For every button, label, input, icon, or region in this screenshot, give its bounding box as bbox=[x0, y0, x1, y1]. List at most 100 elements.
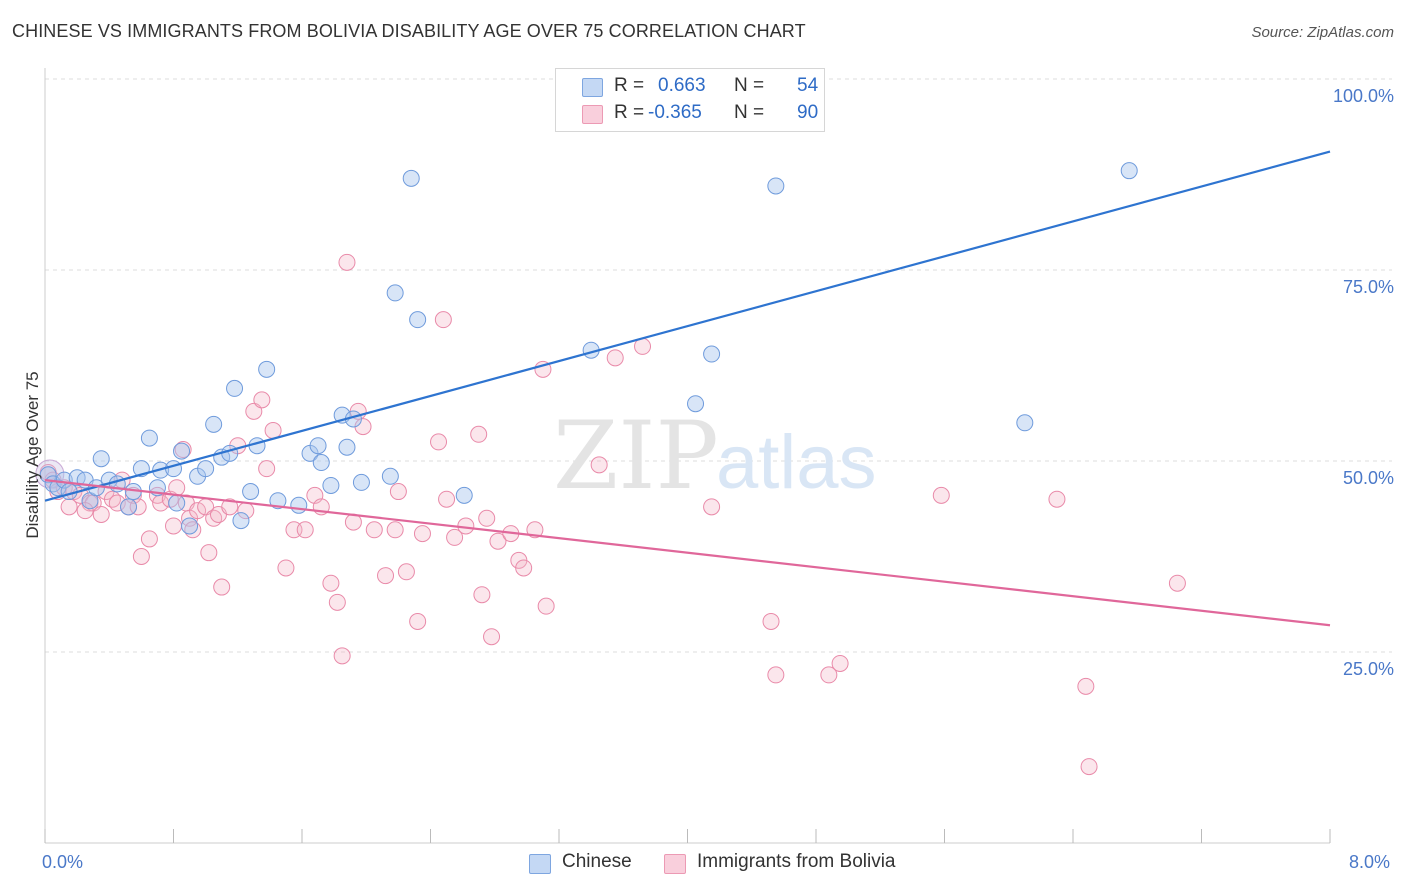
bolivia-point bbox=[762, 612, 780, 630]
bolivia-point bbox=[703, 498, 721, 516]
legend-n-value-chinese: 54 bbox=[797, 75, 819, 96]
chinese-point bbox=[409, 311, 427, 329]
correlation-legend: R = 0.663 N = 54 R = -0.365 N = 90 bbox=[555, 68, 825, 132]
bolivia-point bbox=[365, 521, 383, 539]
gridlines bbox=[45, 78, 1392, 653]
chinese-point bbox=[338, 438, 356, 456]
bolivia-point bbox=[489, 532, 507, 550]
bolivia-point bbox=[932, 486, 950, 504]
bolivia-point bbox=[221, 498, 239, 516]
chinese-point bbox=[92, 450, 110, 468]
bolivia-point bbox=[92, 505, 110, 523]
bolivia-point bbox=[409, 612, 427, 630]
chinese-point bbox=[322, 476, 340, 494]
bolivia-point bbox=[389, 483, 407, 501]
legend-swatch-bolivia bbox=[582, 105, 603, 124]
chinese-point bbox=[242, 483, 260, 501]
bolivia-point bbox=[129, 498, 147, 516]
chinese-point bbox=[703, 345, 721, 363]
bolivia-point bbox=[1080, 758, 1098, 776]
legend-r-label: R = bbox=[614, 102, 645, 123]
chinese-point bbox=[386, 284, 404, 302]
bolivia-point bbox=[1048, 490, 1066, 508]
chinese-point bbox=[165, 460, 182, 478]
chinese-point bbox=[232, 512, 250, 530]
bolivia-point bbox=[478, 509, 496, 527]
chinese-point bbox=[309, 437, 327, 455]
bolivia-point bbox=[258, 460, 276, 478]
bolivia-point bbox=[515, 559, 533, 577]
bolivia-point bbox=[377, 567, 395, 585]
bolivia-point bbox=[386, 521, 404, 539]
chinese-point bbox=[226, 379, 244, 397]
chinese-point bbox=[173, 442, 191, 460]
bolivia-point bbox=[322, 574, 340, 592]
bolivia-point bbox=[277, 559, 295, 577]
chart-title: CHINESE VS IMMIGRANTS FROM BOLIVIA DISAB… bbox=[12, 21, 806, 41]
chinese-point bbox=[140, 429, 158, 447]
chinese-point bbox=[197, 460, 215, 478]
axes bbox=[44, 68, 1331, 844]
chinese-point bbox=[205, 415, 223, 433]
bolivia-point bbox=[338, 253, 356, 271]
bolivia-point bbox=[590, 456, 608, 474]
trend-lines bbox=[44, 150, 1331, 627]
bolivia-point bbox=[264, 421, 282, 439]
watermark-atlas: atlas bbox=[716, 420, 877, 505]
legend-r-label: R = bbox=[614, 75, 645, 96]
x-tick-min: 0.0% bbox=[42, 852, 84, 872]
bolivia-point bbox=[328, 593, 346, 611]
bolivia-point bbox=[253, 391, 271, 409]
bolivia-point bbox=[413, 525, 431, 543]
bolivia-point bbox=[60, 498, 78, 516]
bolivia-point bbox=[470, 425, 488, 443]
bolivia-point bbox=[397, 563, 415, 581]
y-tick-75: 75.0% bbox=[1342, 277, 1394, 297]
y-axis-title: Disability Age Over 75 bbox=[23, 371, 42, 539]
bolivia-point bbox=[296, 521, 314, 539]
bolivia-point bbox=[165, 517, 182, 535]
bolivia-point bbox=[483, 628, 501, 646]
bolivia-point bbox=[213, 578, 231, 596]
chinese-point bbox=[312, 454, 330, 472]
bolivia-point bbox=[430, 433, 448, 451]
bolivia-point bbox=[537, 597, 555, 615]
bolivia-point bbox=[820, 666, 838, 684]
chinese-point bbox=[290, 496, 308, 514]
bolivia-point bbox=[140, 530, 158, 548]
watermark: ZIP atlas bbox=[553, 402, 877, 511]
y-tick-100: 100.0% bbox=[1332, 86, 1394, 106]
bolivia-point bbox=[446, 528, 464, 546]
bolivia-point bbox=[767, 666, 785, 684]
bottom-legend-label-bolivia: Immigrants from Bolivia bbox=[697, 851, 896, 872]
bolivia-point bbox=[606, 349, 624, 367]
chinese-point bbox=[120, 498, 138, 516]
bolivia-point bbox=[434, 311, 452, 329]
chinese-point bbox=[687, 395, 705, 413]
y-tick-25: 25.0% bbox=[1342, 659, 1394, 679]
bolivia-point bbox=[333, 647, 351, 665]
watermark-zip: ZIP bbox=[553, 402, 719, 511]
bolivia-point bbox=[1077, 677, 1095, 695]
bottom-legend-label-chinese: Chinese bbox=[562, 851, 632, 872]
chinese-point bbox=[402, 169, 420, 187]
bottom-legend-swatch-chinese bbox=[529, 854, 551, 874]
bolivia-point bbox=[76, 502, 94, 520]
legend-r-value-chinese: 0.663 bbox=[658, 75, 706, 96]
legend-n-label: N = bbox=[734, 75, 765, 96]
bolivia-point bbox=[831, 654, 849, 672]
chinese-point bbox=[1016, 414, 1034, 432]
bottom-legend-swatch-bolivia bbox=[664, 854, 686, 874]
chinese-point bbox=[55, 471, 73, 489]
chinese-point bbox=[1120, 162, 1138, 180]
chinese-point bbox=[258, 360, 276, 378]
chinese-point bbox=[168, 494, 186, 512]
legend-n-label: N = bbox=[734, 102, 765, 123]
chinese-point bbox=[269, 492, 287, 510]
y-tick-50: 50.0% bbox=[1342, 468, 1394, 488]
trend-line-bolivia bbox=[44, 479, 1331, 627]
source-label: Source: ZipAtlas.com bbox=[1251, 24, 1394, 41]
legend-r-value-bolivia: -0.365 bbox=[648, 102, 702, 123]
chinese-point bbox=[767, 177, 785, 195]
